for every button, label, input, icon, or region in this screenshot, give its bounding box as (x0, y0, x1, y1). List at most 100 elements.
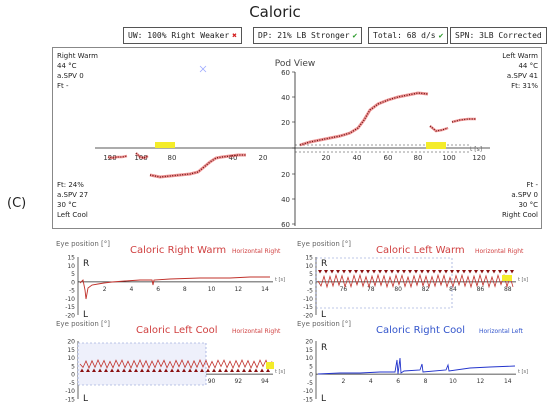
left-cool-spv: a.SPV 27 (57, 191, 89, 199)
subplot-y-tick-label: 20 (67, 339, 75, 346)
nystagmus-beat-marker (336, 270, 340, 274)
subplot-x-tick-label: 86 (477, 286, 485, 293)
nystagmus-beat-marker (236, 368, 240, 372)
subplot-x-tick-label: 82 (101, 378, 109, 385)
subplot-x-tick-label: 2 (103, 286, 107, 293)
right-warm-ft: Ft - (57, 82, 69, 90)
check-icon: ✔ (352, 31, 358, 40)
subplot-2-direction: Horizontal Right (475, 248, 524, 255)
subplot-1-title: Caloric Right Warm (130, 245, 227, 256)
uw-badge-text: UW: 100% Right Weaker (128, 31, 230, 40)
page-title: Caloric (249, 3, 301, 21)
nystagmus-beat-marker (248, 368, 252, 372)
subplot-1-direction: Horizontal Right (232, 248, 281, 255)
subplot-x-unit: t [s] (518, 277, 528, 283)
nystagmus-beat-marker (230, 368, 234, 372)
nystagmus-beat-marker (324, 270, 328, 274)
nystagmus-beat-marker (402, 270, 406, 274)
subplot-y-tick-label: -5 (307, 380, 313, 387)
subplot-x-tick-label: 88 (181, 378, 189, 385)
nystagmus-beat-marker (254, 368, 258, 372)
nystagmus-beat-marker (164, 368, 168, 372)
nystagmus-beat-marker (188, 368, 192, 372)
subplot-x-unit: t [s] (275, 369, 285, 375)
subplot-y-tick-label: 5 (309, 363, 313, 370)
right-cool-temp: 30 °C (518, 201, 538, 209)
left-cool-ft: Ft: 24% (57, 181, 84, 189)
subplot-y-tick-label: 5 (71, 363, 75, 370)
nystagmus-beat-marker (450, 270, 454, 274)
subplot-y-tick-label: -20 (303, 313, 313, 320)
subplot-x-tick-label: 4 (369, 378, 373, 385)
right-direction-label: R (321, 343, 327, 353)
left-direction-label: L (321, 310, 326, 320)
subplot-y-tick-label: 15 (305, 347, 313, 354)
subplot-x-tick-label: 12 (234, 286, 242, 293)
subplot-2-title: Caloric Left Warm (376, 245, 465, 256)
subplot-y-tick-label: 10 (67, 355, 75, 362)
nystagmus-beat-marker (420, 270, 424, 274)
subplot-y-tick-label: 20 (305, 339, 313, 346)
subplot-y-tick-label: -10 (65, 388, 75, 395)
total-badge-text: Total: 68 d/s (373, 31, 436, 40)
subplot-1-trace (79, 276, 270, 300)
subplot-x-tick-label: 6 (396, 378, 400, 385)
nystagmus-beat-marker (366, 270, 370, 274)
nystagmus-beat-marker (116, 368, 120, 372)
subplot-x-tick-label: 14 (261, 286, 269, 293)
subplot-4-title: Caloric Right Cool (376, 325, 466, 336)
subplot-x-tick-label: 4 (130, 286, 134, 293)
subplot-y-tick-label: -15 (65, 397, 75, 404)
subplot-x-tick-label: 82 (422, 286, 430, 293)
top-right-info: Left Warm 44 °C a.SPV 41 Ft: 31% (502, 51, 538, 91)
right-cool-ft: Ft - (526, 181, 538, 189)
figure-label: (C) (7, 196, 27, 211)
nystagmus-beat-marker (98, 368, 102, 372)
nystagmus-beat-marker (330, 270, 334, 274)
right-warm-label: Right Warm (57, 52, 98, 60)
nystagmus-beat-marker (360, 270, 364, 274)
subplot-x-tick-label: 10 (208, 286, 216, 293)
dp-badge: DP: 21% LB Stronger ✔ (253, 27, 363, 44)
subplot-x-tick-label: 12 (477, 378, 485, 385)
subplot-y-tick-label: 10 (305, 263, 313, 270)
nystagmus-beat-marker (318, 270, 322, 274)
right-cool-label: Right Cool (501, 211, 538, 219)
spn-badge-text: SPN: 3LB Corrected (455, 31, 542, 40)
nystagmus-beat-marker (342, 270, 346, 274)
nystagmus-beat-marker (80, 368, 84, 372)
nystagmus-beat-marker (218, 368, 222, 372)
pod-view-panel (52, 47, 542, 229)
subplot-y-tick-label: 15 (305, 255, 313, 262)
subplot-2-y-label: Eye position [°] (297, 240, 352, 248)
nystagmus-beat-marker (110, 368, 114, 372)
subplot-x-tick-label: 78 (367, 286, 375, 293)
subplot-y-tick-label: 0 (309, 279, 313, 286)
nystagmus-beat-marker (498, 270, 502, 274)
right-direction-label: R (83, 259, 89, 269)
nystagmus-beat-marker (414, 270, 418, 274)
subplot-y-tick-label: -5 (69, 380, 75, 387)
total-badge: Total: 68 d/s ✔ (368, 27, 449, 44)
check-icon: ✔ (438, 31, 444, 40)
subplot-x-tick-label: 2 (341, 378, 345, 385)
bottom-right-info: Ft - a.SPV 0 30 °C Right Cool (502, 180, 538, 220)
nystagmus-beat-marker (242, 368, 246, 372)
nystagmus-beat-marker (348, 270, 352, 274)
nystagmus-beat-marker (486, 270, 490, 274)
subplot-y-tick-label: -10 (65, 296, 75, 303)
nystagmus-beat-marker (468, 270, 472, 274)
nystagmus-beat-marker (390, 270, 394, 274)
subplot-y-tick-label: 10 (305, 355, 313, 362)
nystagmus-beat-marker (146, 368, 150, 372)
left-direction-label: L (321, 394, 326, 404)
subplot-1-y-label: Eye position [°] (56, 240, 111, 248)
subplot-y-tick-label: -10 (303, 388, 313, 395)
stimulus-highlight (502, 275, 512, 281)
subplot-y-tick-label: -5 (69, 288, 75, 295)
cross-icon: ✖ (232, 31, 237, 40)
nystagmus-beat-marker (134, 368, 138, 372)
nystagmus-beat-marker (104, 368, 108, 372)
top-left-info: Right Warm 44 °C a.SPV 0 Ft - (57, 51, 98, 91)
